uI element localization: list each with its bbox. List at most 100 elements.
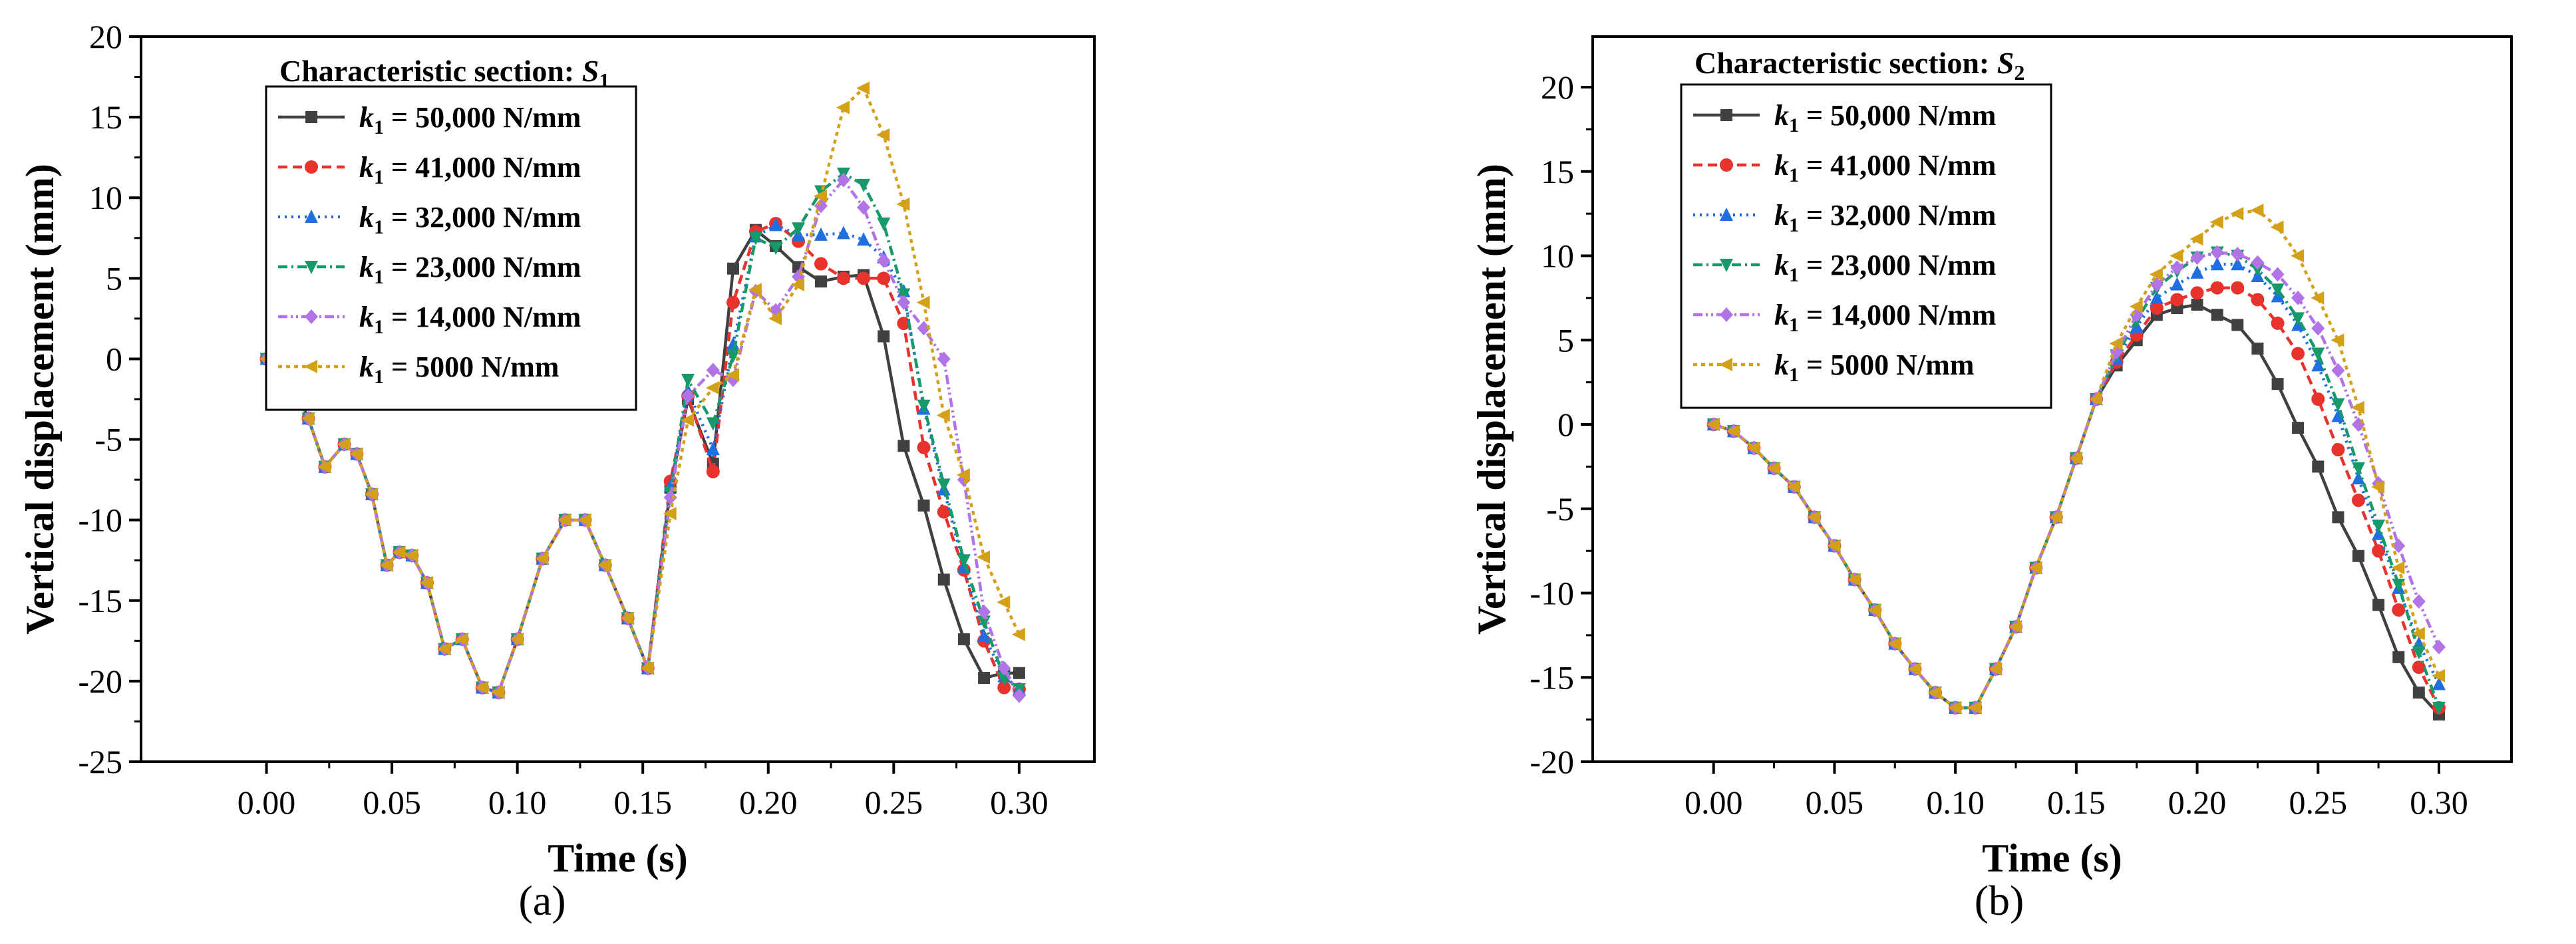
- legend-label-text: = 50,000 N/mm: [384, 101, 581, 134]
- data-point: [2431, 669, 2445, 683]
- data-point: [726, 262, 739, 275]
- x-tick-label: 0.05: [1806, 784, 1864, 821]
- legend-label-text: = 50,000 N/mm: [1799, 99, 1996, 132]
- data-point: [876, 128, 890, 142]
- legend-marker: [1720, 158, 1733, 172]
- data-point: [2392, 578, 2406, 592]
- panel-label: (b): [1975, 877, 2024, 924]
- data-point: [364, 487, 378, 501]
- y-tick-label: -20: [78, 663, 122, 700]
- y-tick-label: 5: [106, 259, 122, 297]
- data-point: [2350, 400, 2364, 414]
- legend-label-k: k: [1774, 99, 1789, 132]
- data-point: [2250, 204, 2264, 218]
- legend-marker: [305, 160, 318, 174]
- data-point: [2332, 511, 2344, 524]
- legend-title-symbol: S: [1997, 46, 2014, 80]
- legend-label-text: = 23,000 N/mm: [1799, 249, 1996, 281]
- data-point: [2270, 220, 2284, 234]
- y-tick-label: -15: [78, 582, 122, 619]
- legend-label-2: k1 = 41,000 N/mm: [359, 151, 581, 188]
- data-point: [2351, 494, 2365, 508]
- data-point: [997, 595, 1011, 609]
- legend-label-k: k: [359, 351, 374, 383]
- legend-label-text: = 14,000 N/mm: [384, 301, 581, 333]
- data-point: [2189, 232, 2203, 246]
- data-point: [726, 337, 740, 351]
- data-point: [2231, 257, 2245, 271]
- y-tick-label: 15: [89, 98, 122, 136]
- data-point: [857, 178, 871, 192]
- data-point: [2372, 599, 2385, 611]
- data-point: [2292, 422, 2305, 434]
- data-point: [897, 288, 911, 302]
- data-point: [2190, 265, 2204, 279]
- y-tick-label: -5: [1546, 490, 1574, 528]
- legend-label-5: k1 = 14,000 N/mm: [1774, 299, 1996, 336]
- legend-label-text: = 23,000 N/mm: [384, 251, 581, 283]
- y-tick-label: -10: [1530, 575, 1574, 612]
- data-point: [769, 241, 783, 255]
- data-point: [2210, 281, 2224, 295]
- data-point: [857, 232, 871, 246]
- data-point: [2150, 290, 2164, 304]
- data-point: [2432, 677, 2446, 691]
- data-point: [2372, 520, 2386, 534]
- data-point: [2291, 312, 2305, 326]
- y-tick-label: 20: [1541, 69, 1574, 106]
- legend-label-text: = 32,000 N/mm: [1799, 199, 1996, 232]
- y-tick-label: -20: [1530, 743, 1574, 780]
- x-tick-label: 0.00: [1685, 784, 1743, 821]
- data-point: [2089, 393, 2103, 406]
- data-point: [897, 295, 911, 310]
- data-point: [977, 550, 991, 564]
- legend-label-subscript: 1: [1789, 164, 1799, 186]
- data-point: [577, 513, 591, 527]
- x-tick-label: 0.20: [739, 784, 798, 821]
- data-point: [705, 381, 719, 395]
- data-point: [836, 226, 850, 239]
- data-point: [2311, 358, 2325, 372]
- data-point: [2150, 301, 2164, 315]
- x-tick-label: 0.10: [1926, 784, 1985, 821]
- data-point: [997, 661, 1011, 676]
- data-point: [897, 317, 911, 331]
- data-point: [2352, 550, 2364, 562]
- data-point: [878, 330, 890, 343]
- data-point: [725, 368, 739, 382]
- data-point: [814, 257, 828, 271]
- data-point: [836, 100, 850, 114]
- data-point: [2351, 462, 2365, 476]
- x-axis-title: Time (s): [548, 836, 688, 880]
- legend-label-subscript: 1: [374, 316, 384, 338]
- data-point: [2048, 510, 2062, 524]
- legend-marker: [1720, 109, 1732, 121]
- legend-label-k: k: [359, 251, 374, 283]
- data-point: [1012, 688, 1026, 703]
- data-point: [877, 217, 891, 231]
- data-point: [814, 227, 828, 241]
- legend-label-k: k: [1774, 199, 1789, 232]
- legend-box: [1680, 83, 2052, 409]
- y-tick-label: 0: [1557, 406, 1574, 443]
- chart-panel-2: 0.00 0.05 0.10 0.15 0.20 0.25 0.30 -20 -15 -10 -5 0…: [1470, 35, 2513, 924]
- legend-label-1: k1 = 50,000 N/mm: [1774, 99, 1996, 136]
- data-point: [2412, 687, 2425, 699]
- data-point: [2209, 215, 2223, 229]
- data-point: [937, 351, 951, 367]
- legend-label-1: k1 = 50,000 N/mm: [359, 101, 581, 138]
- legend-label-subscript: 1: [1789, 314, 1799, 336]
- data-point: [726, 349, 740, 363]
- legend-marker: [1720, 307, 1733, 322]
- legend-box: [265, 85, 637, 411]
- x-axis-title: Time (s): [1982, 836, 2122, 880]
- chart-panel-1: 0.00 0.05 0.10 0.15 0.20 0.25 0.30 -25 -20 -15 -10…: [18, 18, 1096, 924]
- data-point: [1988, 662, 2002, 676]
- data-point: [1968, 701, 1982, 714]
- data-point: [2311, 321, 2325, 336]
- data-point: [2190, 286, 2204, 300]
- data-point: [2331, 398, 2345, 412]
